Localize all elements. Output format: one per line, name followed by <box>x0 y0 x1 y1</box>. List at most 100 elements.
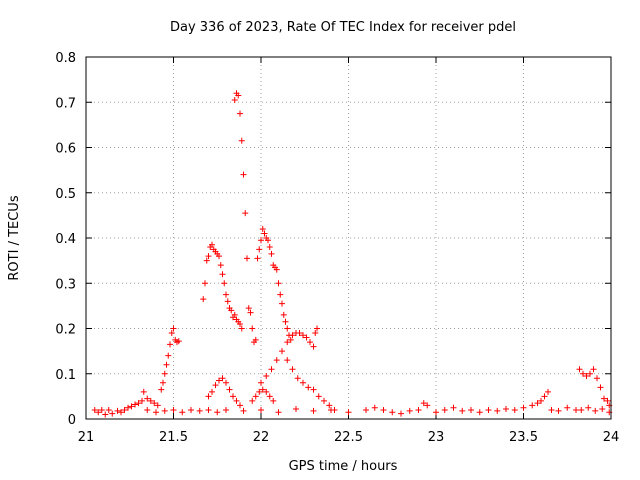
y-tick-label: 0.2 <box>55 323 76 338</box>
data-point <box>223 406 229 413</box>
data-point <box>231 311 238 318</box>
data-point <box>252 336 259 343</box>
data-point <box>161 407 168 414</box>
data-point <box>170 406 177 413</box>
data-point <box>216 377 222 384</box>
data-point <box>245 305 252 312</box>
data-point <box>538 397 544 404</box>
data-point <box>244 255 250 262</box>
data-point <box>289 332 296 339</box>
data-point <box>179 409 186 416</box>
data-point <box>168 330 175 337</box>
y-tick-label: 0.5 <box>55 187 76 202</box>
data-point <box>140 388 147 395</box>
data-point <box>263 373 270 380</box>
data-point <box>389 409 396 416</box>
data-point <box>128 403 135 410</box>
data-point <box>587 370 593 377</box>
data-point <box>314 325 320 332</box>
data-point <box>282 318 289 325</box>
x-tick-label: 21.5 <box>159 430 188 445</box>
data-point <box>160 379 166 386</box>
data-point <box>170 325 177 332</box>
data-point <box>321 397 327 404</box>
data-point <box>240 171 247 178</box>
data-point <box>328 406 334 413</box>
data-point <box>242 210 249 217</box>
data-point <box>163 361 170 368</box>
data-point <box>345 409 352 416</box>
data-point <box>161 370 168 377</box>
data-point <box>153 409 159 416</box>
y-axis-label: ROTI / TECUs <box>7 195 22 280</box>
y-tick-label: 0.8 <box>55 51 76 66</box>
data-point <box>252 393 259 400</box>
data-point <box>275 409 282 416</box>
data-point <box>294 375 301 382</box>
data-point <box>284 325 291 332</box>
data-point <box>254 255 261 262</box>
data-point <box>230 393 236 400</box>
data-point <box>315 393 322 400</box>
data-point <box>231 96 238 103</box>
data-point <box>275 280 282 287</box>
data-point <box>280 311 287 318</box>
data-point <box>583 373 590 380</box>
data-point <box>167 341 173 348</box>
data-point <box>520 404 527 411</box>
data-point <box>398 410 404 417</box>
data-point <box>240 407 247 414</box>
data-point <box>216 253 222 260</box>
data-point <box>237 110 243 117</box>
data-point <box>585 404 592 411</box>
data-point <box>468 406 474 413</box>
data-point <box>363 406 369 413</box>
data-point <box>154 402 161 409</box>
data-point <box>279 300 285 307</box>
data-point <box>266 393 273 400</box>
data-point <box>114 407 121 414</box>
data-point <box>228 307 235 314</box>
data-point <box>303 334 310 341</box>
data-point <box>284 339 291 346</box>
data-point <box>287 336 294 343</box>
data-point <box>284 357 291 364</box>
y-tick-label: 0.1 <box>55 368 76 383</box>
data-point <box>188 406 194 413</box>
data-point <box>406 407 413 414</box>
x-tick-label: 22.5 <box>334 430 363 445</box>
x-tick-label: 23 <box>428 430 445 445</box>
data-point <box>545 388 551 395</box>
data-point <box>592 407 599 414</box>
x-axis-label: GPS time / hours <box>289 459 398 474</box>
data-point <box>165 352 172 359</box>
data-point <box>578 406 585 413</box>
data-point <box>555 407 562 414</box>
data-point <box>289 366 296 373</box>
x-tick-label: 22 <box>253 430 270 445</box>
data-point <box>576 366 583 373</box>
data-point <box>214 409 221 416</box>
data-point <box>380 406 387 413</box>
data-point <box>175 338 182 345</box>
data-point <box>273 266 280 273</box>
data-point <box>200 296 207 303</box>
data-point <box>249 325 256 332</box>
chart-title: Day 336 of 2023, Rate Of TEC Index for r… <box>170 20 516 35</box>
data-point <box>95 409 102 416</box>
data-point <box>235 92 242 99</box>
data-point <box>147 397 154 404</box>
data-point <box>223 291 229 298</box>
x-tick-label: 24 <box>603 430 620 445</box>
data-point <box>226 386 233 393</box>
data-point <box>420 400 427 407</box>
data-point <box>305 384 312 391</box>
data-point <box>219 271 226 278</box>
data-point <box>121 406 128 413</box>
data-point <box>270 397 277 404</box>
data-point <box>209 241 215 248</box>
data-point <box>601 395 607 402</box>
data-point <box>258 237 264 244</box>
data-point <box>205 393 212 400</box>
